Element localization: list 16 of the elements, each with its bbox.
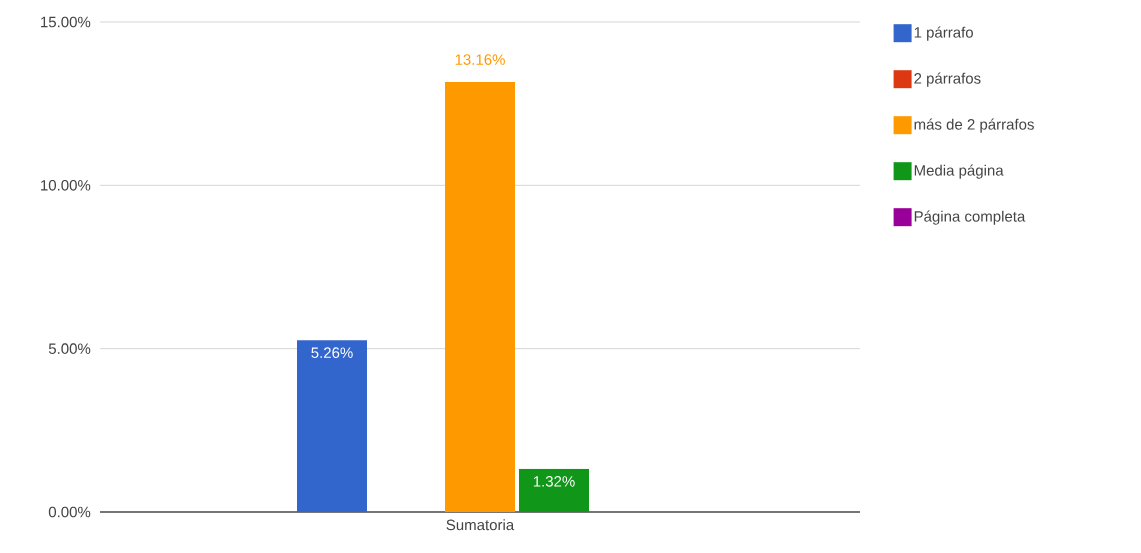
data-label: 1.32% xyxy=(533,476,575,487)
legend-label: Página completa xyxy=(914,210,1026,225)
bar xyxy=(445,82,515,512)
y-tick-label: 0.00% xyxy=(48,506,91,518)
y-tick-label: 15.00% xyxy=(41,16,91,28)
bar xyxy=(297,340,367,512)
y-tick-label: 5.00% xyxy=(48,343,91,354)
data-label: 13.16% xyxy=(455,54,505,65)
legend-label: más de 2 párrafos xyxy=(914,118,1034,133)
legend-label: 2 párrafos xyxy=(914,72,981,87)
y-tick-label: 10.00% xyxy=(41,180,91,191)
legend-label: 1 párrafo xyxy=(914,26,973,41)
legend-label: Media página xyxy=(914,164,1004,179)
data-label: 5.26% xyxy=(311,347,353,358)
x-tick-label: Sumatoria xyxy=(446,519,515,531)
bar xyxy=(519,468,589,512)
